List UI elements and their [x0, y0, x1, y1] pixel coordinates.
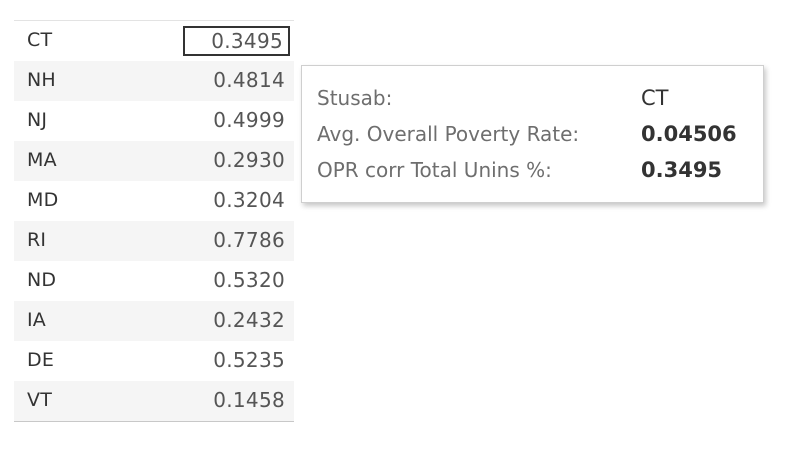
state-label: NH [27, 69, 56, 91]
value-cell[interactable]: 0.4999 [213, 108, 285, 132]
table-row[interactable]: MA 0.2930 [14, 141, 294, 181]
table-row[interactable]: MD 0.3204 [14, 181, 294, 221]
table-row[interactable]: ND 0.5320 [14, 261, 294, 301]
tooltip-value: 0.3495 [641, 158, 723, 182]
state-label: CT [27, 29, 53, 51]
value-cell[interactable]: 0.4814 [213, 68, 285, 92]
value-cell[interactable]: 0.5235 [213, 348, 285, 372]
table-row[interactable]: DE 0.5235 [14, 341, 294, 381]
state-label: DE [27, 349, 55, 371]
table-row[interactable]: VT 0.1458 [14, 381, 294, 421]
state-label: IA [27, 309, 47, 331]
table-row[interactable]: NH 0.4814 [14, 61, 294, 101]
state-label: NJ [27, 109, 48, 131]
state-label: ND [27, 269, 57, 291]
value-cell[interactable]: 0.2432 [213, 308, 285, 332]
value-cell-selected[interactable]: 0.3495 [183, 26, 290, 56]
value-cell[interactable]: 0.7786 [213, 228, 285, 252]
value-cell[interactable]: 0.5320 [213, 268, 285, 292]
tooltip: Stusab: CT Avg. Overall Poverty Rate: 0.… [301, 65, 764, 203]
tooltip-row-stusab: Stusab: CT [317, 86, 757, 116]
value-cell[interactable]: 0.2930 [213, 148, 285, 172]
table-row[interactable]: CT 0.3495 [14, 21, 294, 61]
state-label: VT [27, 389, 53, 411]
value-cell[interactable]: 0.1458 [213, 388, 285, 412]
table-row[interactable]: NJ 0.4999 [14, 101, 294, 141]
state-label: MA [27, 149, 57, 171]
state-label: RI [27, 229, 47, 251]
tooltip-label: Avg. Overall Poverty Rate: [317, 122, 580, 146]
tooltip-value: CT [641, 86, 669, 110]
data-table: CT 0.3495 NH 0.4814 NJ 0.4999 MA 0.2930 … [14, 20, 294, 422]
tooltip-label: OPR corr Total Unins %: [317, 158, 552, 182]
tooltip-value: 0.04506 [641, 122, 737, 146]
table-row[interactable]: RI 0.7786 [14, 221, 294, 261]
table-row[interactable]: IA 0.2432 [14, 301, 294, 341]
tooltip-label: Stusab: [317, 86, 393, 110]
value-cell[interactable]: 0.3204 [213, 188, 285, 212]
state-label: MD [27, 189, 59, 211]
tooltip-row-corr: OPR corr Total Unins %: 0.3495 [317, 158, 757, 188]
tooltip-row-poverty: Avg. Overall Poverty Rate: 0.04506 [317, 122, 757, 152]
